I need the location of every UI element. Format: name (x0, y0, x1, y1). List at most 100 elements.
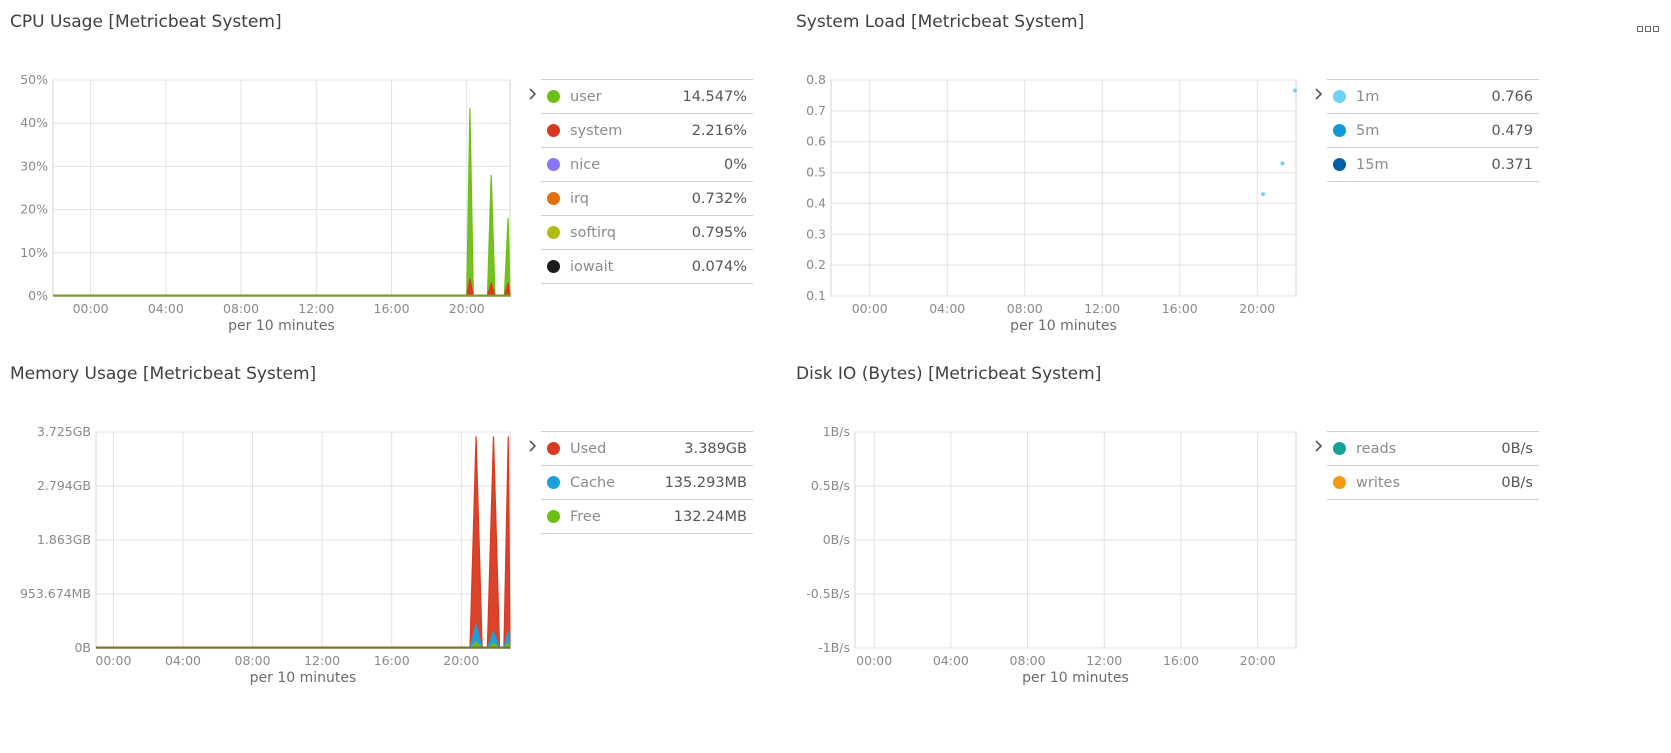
disk-io-panel: Disk IO (Bytes) [Metricbeat System] -1B/… (786, 352, 1566, 722)
legend-label: softirq (570, 224, 616, 241)
legend-item[interactable]: softirq 0.795% (541, 216, 753, 250)
series-area-user (53, 108, 511, 297)
legend-color-dot-icon (1333, 158, 1346, 171)
y-tick-label: 0.8 (806, 72, 826, 87)
legend-color-dot-icon (547, 260, 560, 273)
legend-color-dot-icon (1333, 124, 1346, 137)
legend-item[interactable]: user 14.547% (541, 80, 753, 114)
x-tick-label: 16:00 (374, 653, 410, 668)
x-tick-label: 20:00 (1239, 301, 1275, 316)
x-axis-label: per 10 minutes (1022, 670, 1129, 686)
legend-item[interactable]: writes 0B/s (1327, 466, 1539, 500)
x-tick-label: 12:00 (1086, 653, 1122, 668)
legend-value: 135.293MB (664, 474, 747, 491)
legend-label: iowait (570, 258, 614, 275)
data-point-1m (1293, 88, 1298, 93)
menu-square-icon (1645, 26, 1651, 32)
x-tick-label: 08:00 (223, 301, 259, 316)
legend-label: writes (1356, 474, 1401, 491)
y-tick-label: 3.725GB (37, 424, 91, 439)
legend-color-dot-icon (547, 192, 560, 205)
y-tick-label: 2.794GB (37, 478, 91, 493)
y-tick-label: 0.5B/s (811, 478, 850, 493)
menu-square-icon (1637, 26, 1643, 32)
legend-label: irq (570, 190, 589, 207)
memory-legend: Used 3.389GB Cache 135.293MB Free 132.24MB (541, 431, 753, 534)
legend-value: 132.24MB (673, 508, 747, 525)
series-area-Used (96, 436, 511, 649)
legend-value: 0% (723, 156, 747, 173)
y-tick-label: 0.1 (806, 288, 826, 303)
x-tick-label: 12:00 (1084, 301, 1120, 316)
y-tick-label: 0.4 (806, 195, 826, 210)
legend-color-dot-icon (547, 442, 560, 455)
y-tick-label: 0.2 (806, 257, 826, 272)
legend-toggle-chevron-icon[interactable] (1312, 439, 1326, 453)
memory-usage-chart: 0B 953.674MB 1.863GB 2.794GB 3.725GB 00:00 04:… (20, 424, 511, 686)
y-tick-label: 10% (20, 245, 48, 260)
x-tick-label: 08:00 (1010, 653, 1046, 668)
y-tick-label: 0.5 (806, 165, 826, 180)
x-tick-label: 16:00 (1163, 653, 1199, 668)
legend-item[interactable]: Cache 135.293MB (541, 466, 753, 500)
legend-label: reads (1356, 440, 1397, 457)
legend-value: 14.547% (682, 88, 747, 105)
legend-label: user (570, 88, 602, 105)
legend-item[interactable]: reads 0B/s (1327, 432, 1539, 466)
y-tick-label: 50% (20, 72, 48, 87)
plot-frame (52, 79, 511, 297)
legend-toggle-chevron-icon[interactable] (526, 439, 540, 453)
cpu-usage-panel: CPU Usage [Metricbeat System] 0% 10% 20% 30… (0, 0, 780, 370)
x-tick-label: 08:00 (1007, 301, 1043, 316)
legend-value: 3.389GB (684, 440, 747, 457)
legend-item[interactable]: 15m 0.371 (1327, 148, 1539, 182)
legend-item[interactable]: irq 0.732% (541, 182, 753, 216)
legend-item[interactable]: Used 3.389GB (541, 432, 753, 466)
legend-color-dot-icon (547, 476, 560, 489)
legend-item[interactable]: system 2.216% (541, 114, 753, 148)
legend-value: 0.732% (691, 190, 747, 207)
legend-value: 0.479 (1491, 122, 1533, 139)
y-tick-label: 0B (74, 640, 91, 655)
options-menu-icon[interactable] (1637, 26, 1659, 32)
system-load-legend: 1m 0.766 5m 0.479 15m 0.371 (1327, 79, 1539, 182)
x-tick-label: 08:00 (235, 653, 271, 668)
legend-toggle-chevron-icon[interactable] (1312, 87, 1326, 101)
x-tick-label: 00:00 (73, 301, 109, 316)
y-tick-label: 20% (20, 202, 48, 217)
legend-color-dot-icon (547, 510, 560, 523)
legend-label: Cache (570, 474, 616, 491)
y-tick-label: 0.3 (806, 226, 826, 241)
y-tick-label: 1B/s (823, 424, 850, 439)
x-tick-label: 12:00 (298, 301, 334, 316)
system-load-panel: System Load [Metricbeat System] 0.1 0.2 0.… (786, 0, 1566, 370)
legend-label: Free (570, 508, 601, 525)
x-tick-label: 20:00 (449, 301, 485, 316)
legend-item[interactable]: Free 132.24MB (541, 500, 753, 534)
legend-toggle-chevron-icon[interactable] (526, 87, 540, 101)
legend-item[interactable]: 1m 0.766 (1327, 80, 1539, 114)
legend-label: 5m (1356, 122, 1380, 139)
legend-value: 0.371 (1491, 156, 1533, 173)
legend-label: Used (570, 440, 607, 457)
y-tick-label: 953.674MB (20, 586, 91, 601)
legend-value: 0.074% (691, 258, 747, 275)
x-axis-label: per 10 minutes (250, 670, 357, 686)
legend-color-dot-icon (1333, 90, 1346, 103)
x-tick-label: 04:00 (148, 301, 184, 316)
x-tick-label: 04:00 (933, 653, 969, 668)
legend-color-dot-icon (1333, 442, 1346, 455)
legend-label: 1m (1356, 88, 1380, 105)
legend-color-dot-icon (547, 226, 560, 239)
legend-item[interactable]: 5m 0.479 (1327, 114, 1539, 148)
panel-title: Memory Usage [Metricbeat System] (10, 364, 317, 384)
cpu-usage-chart: 0% 10% 20% 30% 40% 50% 00:00 04:00 08:00 12:00 16:… (20, 72, 511, 334)
legend-label: system (570, 122, 623, 139)
y-tick-label: -0.5B/s (806, 586, 850, 601)
legend-item[interactable]: nice 0% (541, 148, 753, 182)
x-tick-label: 04:00 (165, 653, 201, 668)
panel-title: System Load [Metricbeat System] (796, 12, 1085, 32)
x-axis-label: per 10 minutes (228, 318, 335, 334)
legend-item[interactable]: iowait 0.074% (541, 250, 753, 284)
memory-usage-panel: Memory Usage [Metricbeat System] 0B 953.6… (0, 352, 780, 722)
